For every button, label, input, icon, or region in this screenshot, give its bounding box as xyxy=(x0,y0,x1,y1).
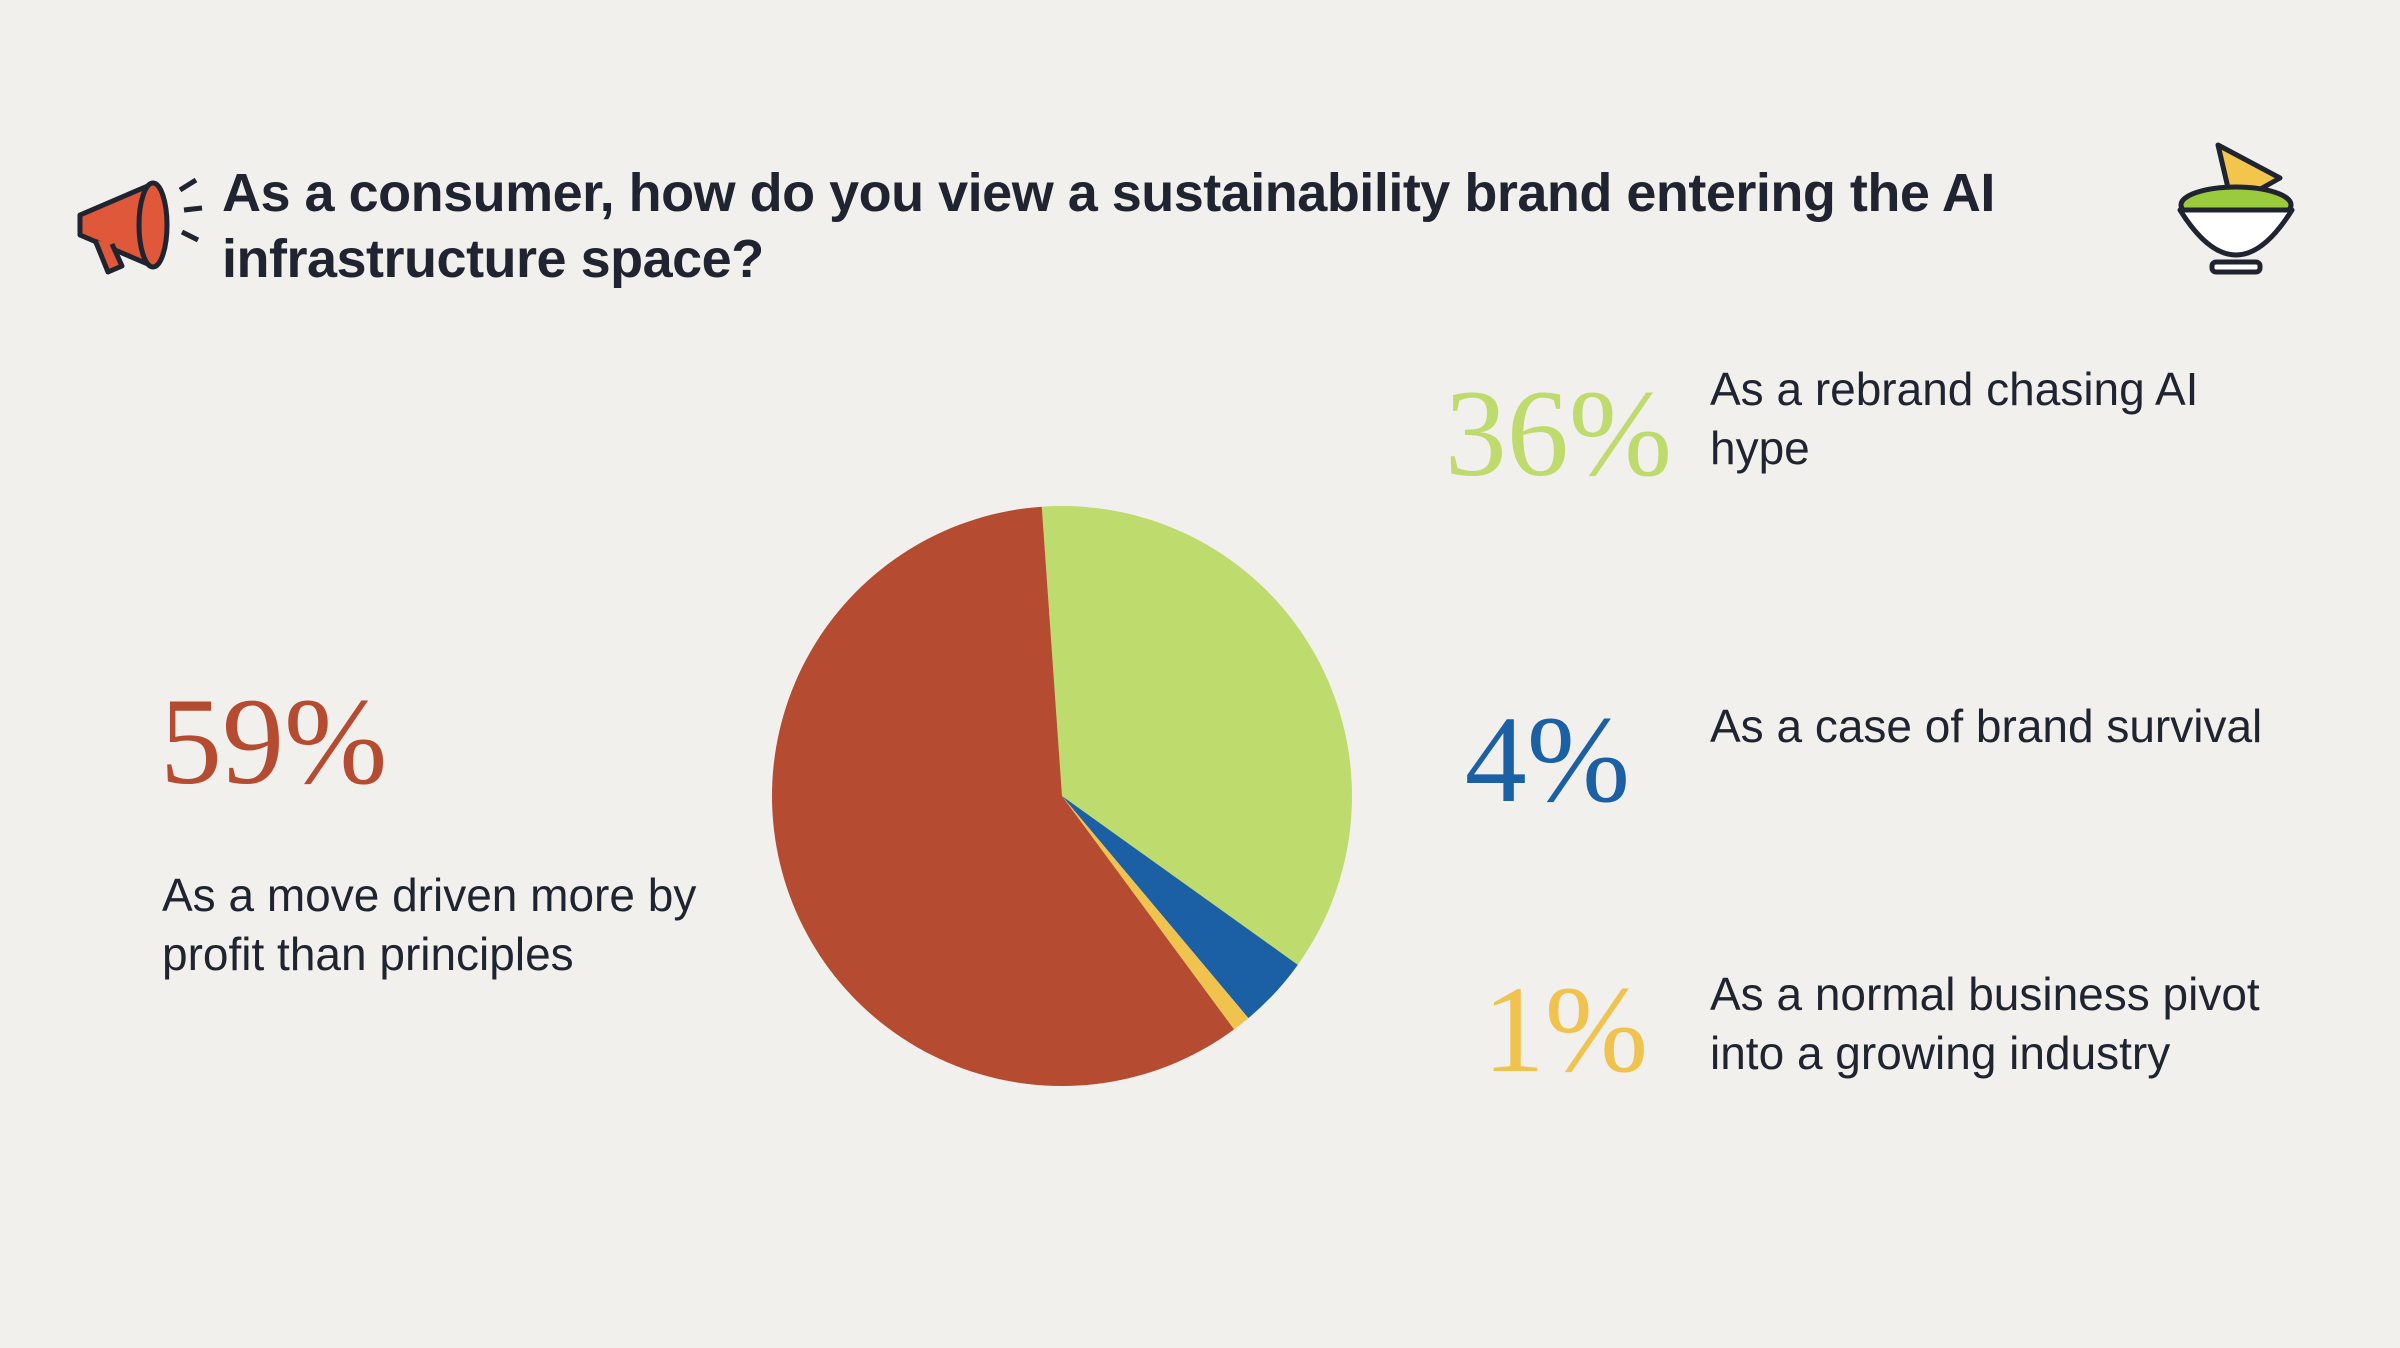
megaphone-icon xyxy=(77,177,203,275)
pie-slice xyxy=(771,506,1235,1086)
value-label: 59% xyxy=(160,673,388,810)
category-label: As a move driven more by profit than pri… xyxy=(162,869,697,980)
value-label: 36% xyxy=(1444,365,1672,502)
chart-title: As a consumer, how do you view a sustain… xyxy=(222,163,1995,289)
pie-slice xyxy=(1062,796,1298,1019)
category-label: As a rebrand chasing AI hype xyxy=(1710,363,2199,474)
category-label: As a normal business pivot into a growin… xyxy=(1710,968,2260,1079)
pie-slice xyxy=(1062,796,1249,1030)
pie-slice xyxy=(1041,506,1353,965)
value-label: 1% xyxy=(1482,961,1648,1098)
value-label: 4% xyxy=(1464,691,1630,828)
pie xyxy=(771,506,1353,1086)
category-label: As a case of brand survival xyxy=(1710,700,2263,752)
guacamole-icon xyxy=(2177,142,2295,275)
